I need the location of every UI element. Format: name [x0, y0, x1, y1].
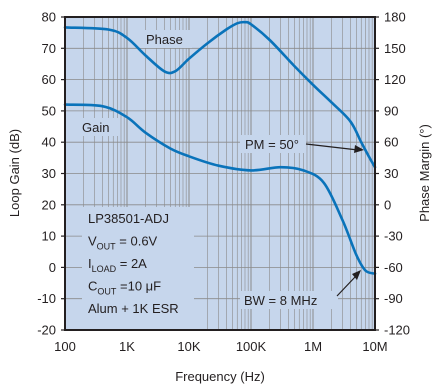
right-tick-label: -60	[384, 260, 403, 275]
x-tick-label: 100K	[236, 339, 267, 354]
bw-label-bg	[240, 291, 338, 309]
right-tick-label: -30	[384, 229, 403, 244]
right-tick-label: -90	[384, 291, 403, 306]
condition-line: COUT =10 μF	[88, 279, 161, 297]
left-tick-label: 10	[42, 229, 56, 244]
right-axis-tick-labels: 180 150 120 90 60 30 0 -30 -60 -90 -120	[384, 10, 410, 338]
condition-line: ILOAD = 2A	[88, 256, 147, 274]
phase-label-bg	[140, 30, 192, 48]
x-axis-title: Frequency (Hz)	[175, 369, 265, 384]
right-tick-label: 150	[384, 41, 406, 56]
condition-line: VOUT = 0.6V	[88, 234, 158, 252]
x-axis-tick-labels: 100 1K 10K 100K 1M 10M	[54, 339, 388, 354]
left-tick-label: 80	[42, 10, 56, 25]
gain-series-label: Gain	[82, 120, 109, 135]
right-tick-label: 0	[384, 197, 391, 212]
left-tick-label: -10	[37, 291, 56, 306]
bw-arrow-head	[352, 270, 361, 280]
phase-series-label: Phase	[146, 32, 183, 47]
pm-label-bg	[240, 135, 306, 153]
pm-arrow-line	[305, 143, 359, 151]
pm-annotation: PM = 50°	[245, 137, 299, 152]
right-tick-label: 120	[384, 72, 406, 87]
gain-series-line	[63, 103, 377, 275]
right-tick-label: 90	[384, 103, 398, 118]
bw-arrow-line	[336, 275, 357, 297]
right-tick-label: 30	[384, 166, 398, 181]
left-axis-title: Loop Gain (dB)	[7, 129, 22, 217]
phase-series-line	[63, 20, 377, 169]
bw-annotation: BW = 8 MHz	[244, 293, 317, 308]
right-tick-label: 180	[384, 10, 406, 25]
left-tick-label: 40	[42, 135, 56, 150]
left-tick-label: -20	[37, 323, 56, 338]
right-tick-label: 60	[384, 135, 398, 150]
left-tick-label: 60	[42, 72, 56, 87]
x-tick-label: 100	[54, 339, 76, 354]
right-axis-title: Phase Margin (°)	[417, 124, 432, 222]
right-tick-label: -120	[384, 323, 410, 338]
left-tick-label: 0	[49, 260, 56, 275]
left-axis-tick-labels: 80 70 60 50 40 30 20 10 0 -10 -20	[37, 10, 56, 338]
plot-frame	[64, 16, 376, 331]
condition-line: LP38501-ADJ	[88, 211, 169, 226]
x-tick-label: 10K	[177, 339, 200, 354]
conditions-bg	[82, 207, 194, 329]
x-tick-label: 1K	[119, 339, 135, 354]
x-tick-label: 1M	[304, 339, 322, 354]
test-conditions: LP38501-ADJ VOUT = 0.6V ILOAD = 2A COUT =10…	[88, 211, 179, 316]
gain-label-bg	[78, 118, 120, 136]
left-tick-label: 30	[42, 166, 56, 181]
x-tick-label: 10M	[362, 339, 387, 354]
condition-line: Alum + 1K ESR	[88, 301, 179, 316]
series-lines	[63, 20, 377, 275]
pm-arrow-head	[354, 145, 364, 153]
left-tick-label: 50	[42, 103, 56, 118]
left-tick-label: 70	[42, 41, 56, 56]
left-tick-label: 20	[42, 197, 56, 212]
